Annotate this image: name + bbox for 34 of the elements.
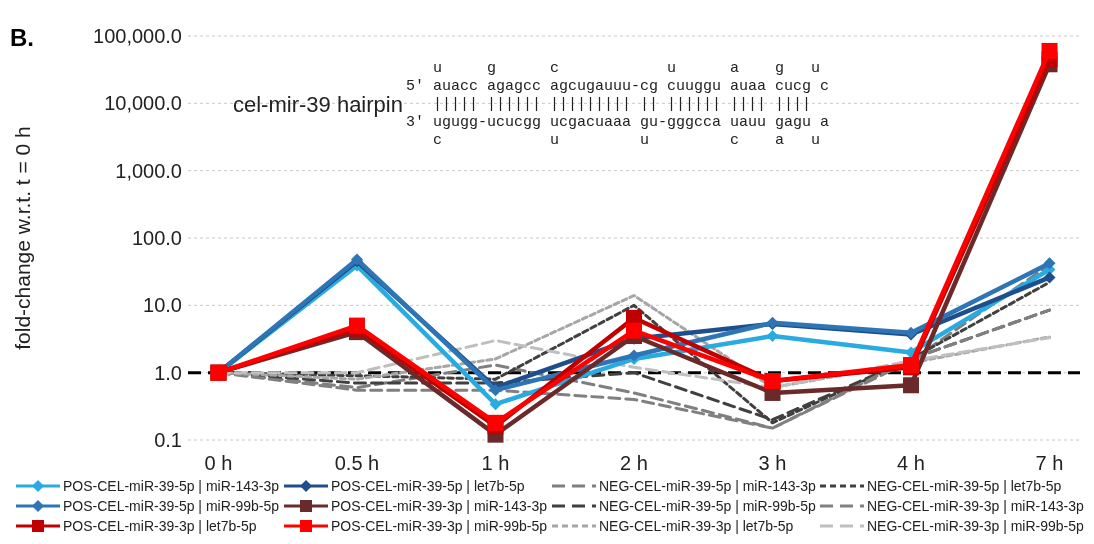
legend-label: POS-CEL-miR-39-3p | miR-143-3p [331, 497, 548, 514]
legend-label: POS-CEL-miR-39-3p | let7b-5p [63, 517, 257, 534]
y-axis-title: fold-change w.r.t. t = 0 h [11, 126, 34, 350]
legend-label: NEG-CEL-miR-39-5p | miR-99b-5p [599, 497, 817, 514]
legend-label: NEG-CEL-miR-39-3p | miR-99b-5p [867, 517, 1085, 534]
annotation: 5' auacc agagcc agcugauuu-cg cuuggu auaa cucg c [406, 78, 830, 95]
x-tick-label: 2 h [620, 452, 648, 474]
y-tick-label: 10.0 [143, 294, 182, 317]
annotation: c u u c a u [406, 132, 821, 149]
annotation: ||||| |||||| ||||||||| || |||||| |||| |||| [406, 96, 812, 113]
x-tick-label: 3 h [758, 452, 787, 474]
legend-label: POS-CEL-miR-39-5p | let7b-5p [331, 477, 525, 494]
y-tick-label: 1.0 [154, 361, 182, 384]
annotation: u g c u a g u [406, 60, 821, 77]
text: B. [10, 24, 34, 51]
y-tick-label: 0.1 [154, 429, 182, 451]
legend-label: POS-CEL-miR-39-5p | miR-143-3p [63, 477, 280, 494]
legend-label: NEG-CEL-miR-39-5p | miR-143-3p [599, 477, 817, 494]
x-tick-label: 1 h [481, 452, 510, 474]
y-tick-label: 100.0 [131, 227, 182, 249]
legend-label: POS-CEL-miR-39-5p | miR-99b-5p [63, 497, 280, 514]
x-tick-label: 0 h [204, 452, 233, 474]
annotation: cel-mir-39 hairpin [233, 92, 403, 117]
x-tick-label: 0.5 h [334, 452, 380, 474]
legend-label: NEG-CEL-miR-39-3p | miR-143-3p [867, 497, 1085, 514]
y-tick-label: 1,000.0 [115, 159, 182, 182]
y-tick-label: 100,000.0 [93, 25, 182, 47]
annotation: 3' ugugg-ucucgg ucgacuaaa gu-gggcca uauu gagu a [406, 114, 830, 131]
legend-label: NEG-CEL-miR-39-5p | let7b-5p [867, 477, 1062, 494]
legend-label: NEG-CEL-miR-39-3p | let7b-5p [599, 517, 794, 534]
legend-label: POS-CEL-miR-39-3p | miR-99b-5p [331, 517, 548, 534]
y-tick-label: 10,000.0 [104, 92, 182, 115]
x-tick-label: 4 h [897, 452, 925, 474]
x-tick-label: 7 h [1035, 452, 1064, 474]
